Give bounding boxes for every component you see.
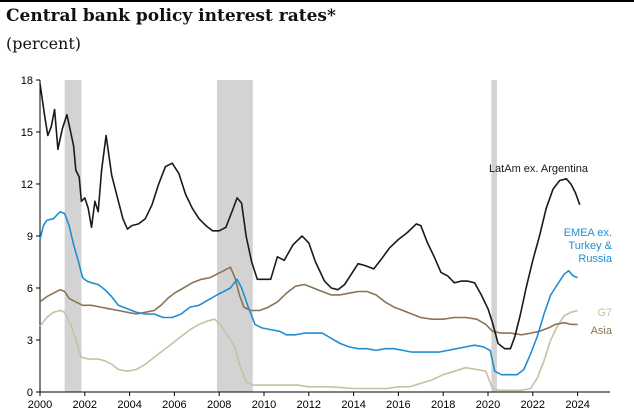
series-label: G7: [597, 307, 612, 319]
y-tick-label: 0: [27, 387, 33, 399]
x-tick-label: 2020: [476, 399, 500, 411]
series-label-line: LatAm ex. Argentina: [489, 163, 589, 175]
chart-subtitle: (percent): [6, 34, 82, 53]
x-tick-label: 2022: [521, 399, 545, 411]
top-rule: [0, 0, 634, 2]
x-tick-label: 2010: [252, 399, 276, 411]
series-line: [39, 266, 578, 336]
series-label-line: Turkey &: [568, 240, 612, 252]
series-label: LatAm ex. Argentina: [489, 163, 589, 175]
series-line: [39, 83, 581, 350]
series-label: EMEA ex. Turkey & Russia: [564, 227, 613, 265]
x-tick-label: 2016: [386, 399, 410, 411]
x-tick-label: 2004: [117, 399, 141, 411]
series-lines: [39, 83, 581, 392]
series-label: Asia: [591, 325, 613, 337]
y-tick-label: 9: [27, 231, 33, 243]
x-tick-label: 2002: [73, 399, 97, 411]
y-tick-label: 18: [21, 75, 33, 87]
y-tick-label: 12: [21, 179, 33, 191]
x-tick-label: 2012: [297, 399, 321, 411]
recession-band: [216, 80, 253, 392]
series-labels: LatAm ex. Argentina EMEA ex. Turkey & Russi…: [489, 163, 613, 337]
x-tick-label: 2008: [207, 399, 231, 411]
recession-shading: [64, 80, 497, 392]
y-tick-label: 6: [27, 283, 33, 295]
y-tick-label: 15: [21, 127, 33, 139]
chart-axes: 0 3 6 9 12 15 18 2000 2002 2004 2006 2008 2010 2012 20…: [21, 75, 610, 411]
x-tick-label: 2024: [565, 399, 589, 411]
series-label-line: Asia: [591, 325, 613, 337]
x-tick-label: 2014: [341, 399, 365, 411]
recession-band: [491, 80, 497, 392]
series-label-line: Russia: [578, 253, 613, 265]
y-tick-label: 3: [27, 335, 33, 347]
x-tick-label: 2000: [28, 399, 52, 411]
series-line: [39, 210, 578, 376]
series-line: [39, 309, 578, 392]
x-tick-label: 2018: [431, 399, 455, 411]
recession-band: [64, 80, 82, 392]
series-label-line: G7: [597, 307, 612, 319]
series-label-line: EMEA ex.: [564, 227, 612, 239]
x-tick-label: 2006: [162, 399, 186, 411]
chart-title: Central bank policy interest rates*: [6, 6, 336, 26]
